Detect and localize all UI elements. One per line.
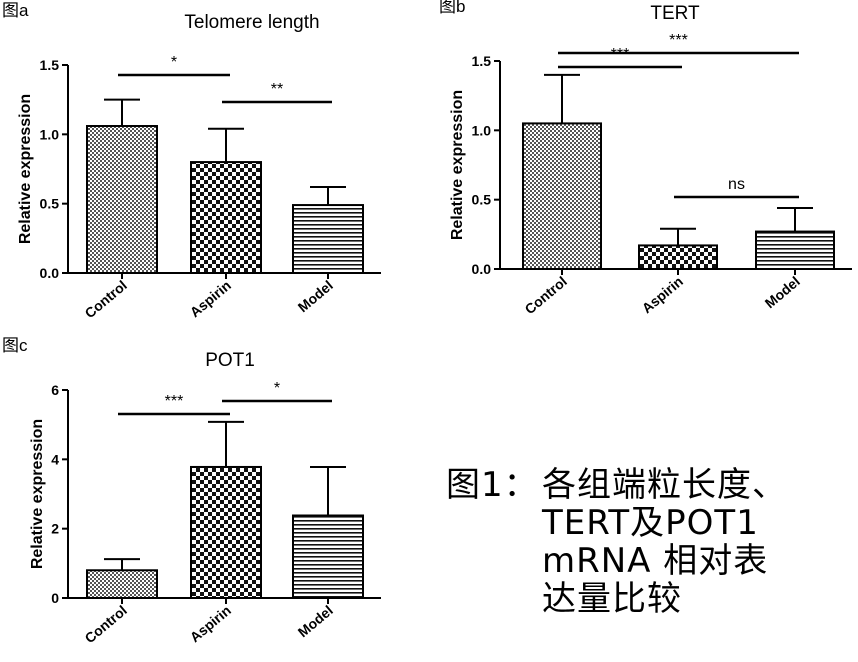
category-label-control: Control: [82, 602, 130, 646]
caption-line-1: 图1：各组端粒长度、: [446, 466, 846, 504]
chart-title: TERT: [650, 3, 700, 24]
y-tick-label: 0.0: [40, 265, 60, 281]
panel-label: 图a: [2, 1, 29, 20]
bar-aspirin: [190, 465, 262, 599]
caption-text-1: 各组端粒长度、: [542, 465, 787, 505]
category-label-model: Model: [762, 273, 803, 311]
y-axis-label: Relative expression: [449, 90, 466, 240]
caption-line-3: mRNA 相对表: [542, 541, 769, 581]
y-tick-label: 4: [51, 451, 59, 467]
significance-label: ***: [165, 393, 184, 410]
bar-model: [292, 514, 364, 600]
y-tick-label: 1.0: [40, 126, 60, 142]
y-tick-label: 0.5: [40, 196, 60, 212]
caption-line-4: 达量比较: [542, 579, 682, 619]
figure-caption: 图1：各组端粒长度、 TERT及POT1 mRNA 相对表 达量比较: [446, 466, 846, 618]
significance-label: ***: [669, 32, 688, 49]
y-axis-label: Relative expression: [29, 419, 46, 569]
category-label-model: Model: [295, 602, 336, 640]
chart-telomere-length: 图a Telomere length Relative expression 0.0 0…: [2, 1, 381, 321]
significance-label: *: [274, 380, 280, 397]
y-tick-label: 1.5: [40, 57, 60, 73]
bar-control: [522, 122, 602, 271]
caption-line-2: TERT及POT1: [542, 503, 759, 543]
category-label-aspirin: Aspirin: [187, 277, 234, 320]
chart-tert: 图b TERT Relative expression 0.0 0.5 1.0 1.5 Con…: [439, 0, 852, 317]
category-label-aspirin: Aspirin: [187, 602, 234, 645]
y-axis-label: Relative expression: [17, 94, 34, 244]
bar-control: [86, 569, 158, 599]
category-label-aspirin: Aspirin: [639, 273, 686, 316]
panel-label: 图c: [2, 336, 28, 355]
category-label-control: Control: [82, 277, 130, 321]
y-tick-label: 0.0: [472, 261, 492, 277]
y-tick-label: 0: [51, 590, 59, 606]
significance-label: *: [171, 54, 177, 71]
category-label-control: Control: [522, 273, 570, 317]
category-label-model: Model: [295, 277, 336, 315]
significance-label: **: [271, 81, 283, 98]
y-tick-label: 0.5: [472, 192, 492, 208]
bar-model: [292, 204, 364, 274]
chart-title: POT1: [205, 350, 255, 371]
panel-label: 图b: [439, 0, 465, 16]
y-tick-label: 6: [51, 382, 59, 398]
bar-model: [755, 230, 835, 270]
chart-title: Telomere length: [184, 12, 319, 33]
bar-aspirin: [190, 161, 262, 274]
significance-label: ns: [728, 176, 745, 193]
chart-pot1: 图c POT1 Relative expression 0 2 4 6 Control Aspi…: [2, 336, 381, 646]
y-tick-label: 1.5: [472, 53, 492, 69]
caption-lead: 图1：: [446, 465, 539, 505]
significance-label: ***: [611, 46, 630, 63]
bar-aspirin: [638, 244, 718, 270]
y-tick-label: 1.0: [472, 122, 492, 138]
bar-control: [86, 125, 158, 274]
y-tick-label: 2: [51, 521, 59, 537]
